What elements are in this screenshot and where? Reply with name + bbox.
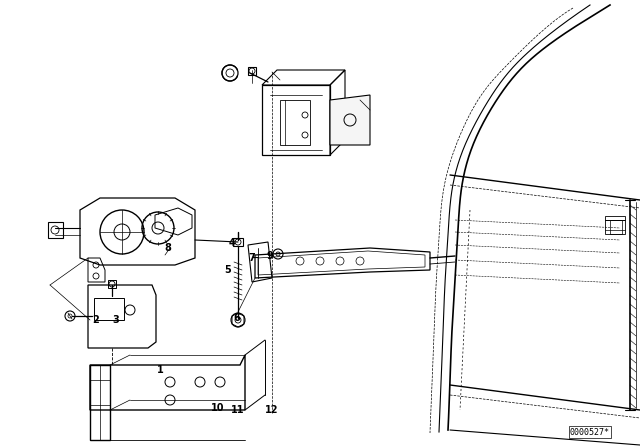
Text: 9: 9 [267, 251, 273, 261]
Text: 10: 10 [211, 403, 225, 413]
Bar [280, 100, 310, 145]
Text: 6: 6 [234, 313, 241, 323]
Bar [108, 280, 116, 288]
Bar [248, 67, 256, 75]
Bar [48, 222, 63, 238]
Text: 5: 5 [225, 265, 232, 275]
Text: 7: 7 [248, 253, 255, 263]
Text: 4: 4 [228, 238, 236, 248]
Text: 8: 8 [164, 243, 172, 253]
Polygon shape [330, 95, 370, 145]
Bar [94, 298, 124, 320]
Bar [605, 216, 625, 234]
Text: 2: 2 [93, 315, 99, 325]
Bar [233, 238, 243, 246]
Text: 12: 12 [265, 405, 279, 415]
Text: 3: 3 [113, 315, 120, 325]
Text: 11: 11 [231, 405, 244, 415]
Text: 0000527*: 0000527* [570, 427, 610, 436]
Text: 1: 1 [157, 365, 163, 375]
